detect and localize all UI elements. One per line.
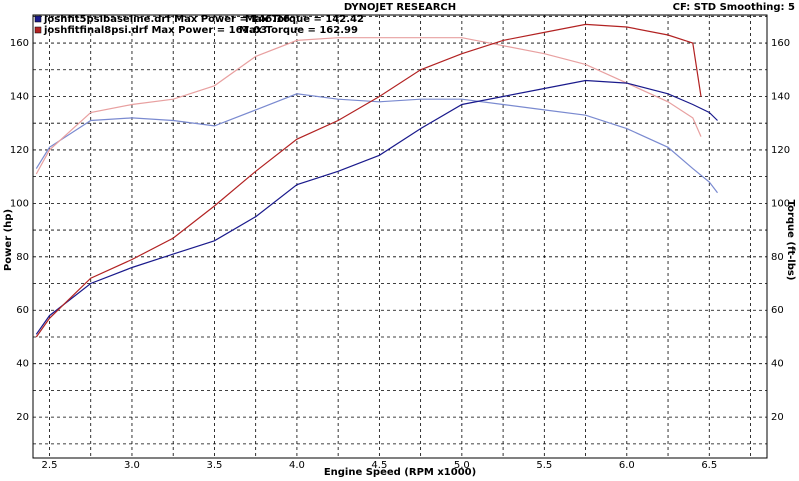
x-tick-label: 3.5: [206, 460, 222, 471]
x-tick-label: 4.5: [371, 460, 387, 471]
power-torque-line: [35, 37, 702, 175]
power-torque-line: [35, 93, 718, 194]
x-tick-label: 6.0: [619, 460, 635, 471]
y-tick-label: 100: [10, 198, 29, 209]
power-torque-line: [35, 79, 718, 335]
legend-swatch: [34, 26, 42, 34]
y-tick-label: 120: [10, 145, 29, 156]
legend-swatch: [34, 15, 42, 23]
y2-tick-label: 140: [771, 91, 790, 102]
y-tick-label: 160: [10, 38, 29, 49]
x-tick-label: 3.0: [124, 460, 140, 471]
legend-torque: Max Torque = 162.99: [239, 25, 358, 36]
y-tick-label: 80: [16, 252, 29, 263]
y2-tick-label: 160: [771, 38, 790, 49]
y2-tick-label: 20: [771, 412, 784, 423]
y2-tick-label: 100: [771, 198, 790, 209]
chart-subtitle: CF: STD Smoothing: 5: [673, 2, 795, 13]
y-tick-label: 60: [16, 305, 29, 316]
y2-tick-label: 120: [771, 145, 790, 156]
x-axis-label: Engine Speed (RPM x1000): [324, 467, 476, 478]
y-tick-label: 20: [16, 412, 29, 423]
y2-tick-label: 80: [771, 252, 784, 263]
power-torque-line: [35, 23, 702, 338]
y-axis-label: Power (hp): [3, 209, 14, 271]
legend-torque: Max Torque = 142.42: [245, 14, 364, 25]
x-tick-label: 4.0: [289, 460, 305, 471]
x-tick-label: 5.5: [536, 460, 552, 471]
y-tick-label: 140: [10, 91, 29, 102]
chart-title: DYNOJET RESEARCH: [344, 2, 456, 13]
x-tick-label: 6.5: [701, 460, 717, 471]
y-tick-label: 40: [16, 359, 29, 370]
x-tick-label: 2.5: [42, 460, 58, 471]
y2-axis-label: Torque (ft-lbs): [785, 200, 796, 281]
plot-frame: [32, 14, 768, 459]
x-tick-label: 5.0: [454, 460, 470, 471]
legend-label: joshfitfinal8psi.drf Max Power = 167.03: [43, 25, 267, 36]
y2-tick-label: 60: [771, 305, 784, 316]
y2-tick-label: 40: [771, 359, 784, 370]
legend-label: joshfit5psibaseline.drf Max Power = 146.…: [43, 14, 290, 25]
